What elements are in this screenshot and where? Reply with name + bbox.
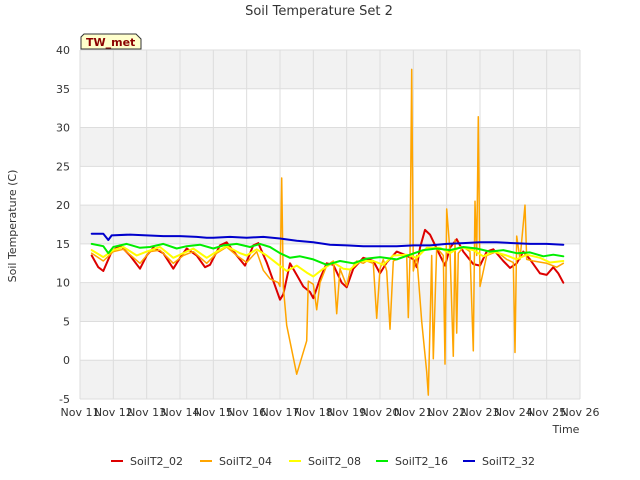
y-tick-label: 15 [56, 238, 70, 251]
x-tick-label: Nov 23 [461, 406, 500, 419]
x-tick-label: Nov 15 [194, 406, 233, 419]
plot-band [80, 50, 580, 89]
x-tick-label: Nov 11 [61, 406, 100, 419]
x-tick-label: Nov 13 [127, 406, 166, 419]
y-axis-ticks: -5 0 5 10 15 20 25 30 35 40 [56, 44, 70, 406]
x-tick-label: Nov 17 [261, 406, 300, 419]
x-tick-label: Nov 25 [527, 406, 566, 419]
legend: SoilT2_02 SoilT2_04 SoilT2_08 SoilT2_16 Soil… [111, 455, 535, 468]
plot-band [80, 360, 580, 399]
legend-label-soilt2_02: SoilT2_02 [130, 455, 183, 468]
x-tick-label: Nov 18 [294, 406, 333, 419]
legend-label-soilt2_08: SoilT2_08 [308, 455, 361, 468]
x-tick-label: Nov 19 [327, 406, 366, 419]
plot-band [80, 205, 580, 244]
site-badge-shape [80, 33, 142, 50]
series-lines [90, 68, 565, 396]
series-line-soilt2_32 [90, 232, 565, 248]
legend-label-soilt2_04: SoilT2_04 [219, 455, 272, 468]
x-tick-label: Nov 14 [161, 406, 200, 419]
y-axis-title: Soil Temperature (C) [6, 170, 19, 283]
site-badge: TW_met [80, 33, 142, 50]
y-tick-label: 25 [56, 160, 70, 173]
y-tick-label: 30 [56, 122, 70, 135]
site-badge-label: TW_met [86, 36, 135, 49]
legend-label-soilt2_32: SoilT2_32 [482, 455, 535, 468]
series-line-soilt2_04 [90, 68, 565, 396]
y-tick-label: 10 [56, 277, 70, 290]
y-tick-label: 20 [56, 199, 70, 212]
series-line-soilt2_08 [90, 245, 565, 278]
y-tick-label: 35 [56, 83, 70, 96]
x-tick-label: Nov 20 [361, 406, 400, 419]
y-tick-label: 0 [63, 354, 70, 367]
x-tick-label: Nov 16 [227, 406, 266, 419]
series-line-soilt2_16 [90, 242, 565, 266]
chart-title: Soil Temperature Set 2 [245, 4, 393, 19]
plot-band [80, 282, 580, 322]
y-tick-label: -5 [59, 393, 70, 406]
x-axis-title: Time [552, 423, 580, 436]
legend-label-soilt2_16: SoilT2_16 [395, 455, 448, 468]
x-tick-label: Nov 26 [561, 406, 600, 419]
x-tick-label: Nov 24 [494, 406, 533, 419]
plot-background [80, 50, 580, 399]
y-tick-label: 5 [63, 315, 70, 328]
x-tick-label: Nov 21 [394, 406, 433, 419]
plot-band [80, 127, 580, 167]
y-tick-label: 40 [56, 44, 70, 57]
x-tick-label: Nov 22 [427, 406, 466, 419]
x-tick-label: Nov 12 [94, 406, 133, 419]
